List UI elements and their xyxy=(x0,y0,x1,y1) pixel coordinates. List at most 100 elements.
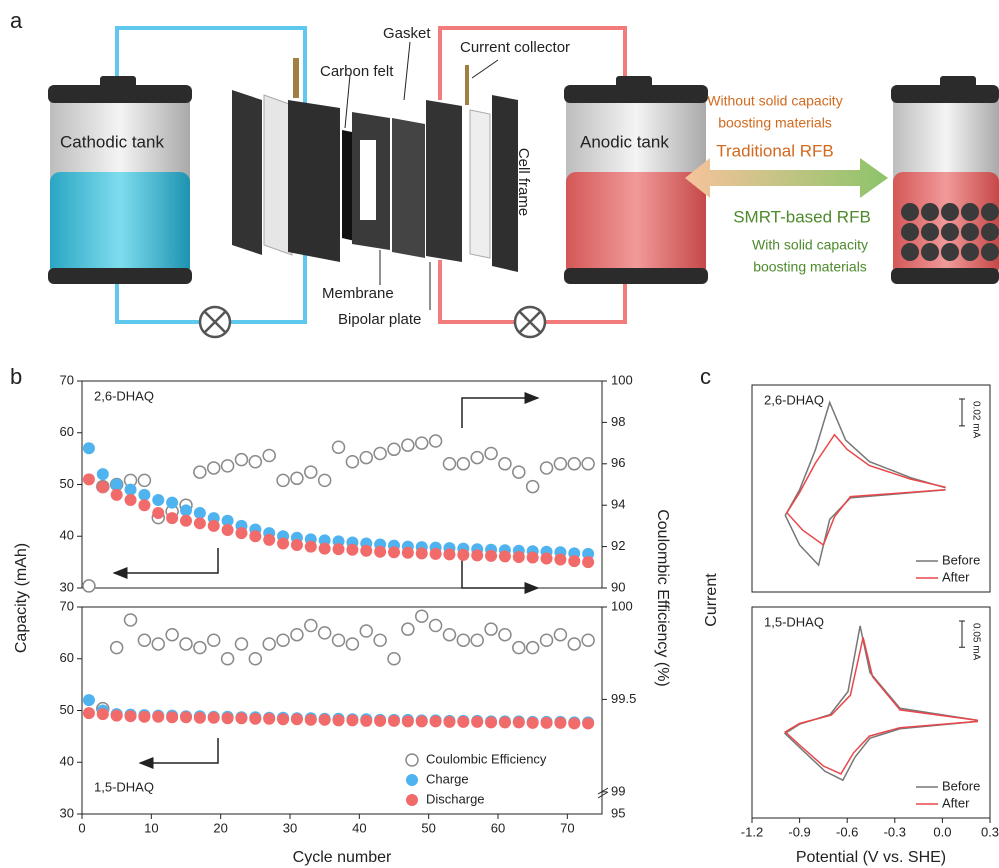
data-point xyxy=(527,642,539,654)
y2-tick-label: 96 xyxy=(611,455,625,470)
y-tick-label: 30 xyxy=(60,579,74,594)
panel-label: b xyxy=(10,364,22,389)
data-point xyxy=(554,554,566,566)
y2-tick-label: 92 xyxy=(611,538,625,553)
data-point xyxy=(346,544,358,556)
data-point xyxy=(360,545,372,557)
note: Traditional RFB xyxy=(716,141,833,160)
data-point xyxy=(582,634,594,646)
y-tick-label: 40 xyxy=(60,528,74,543)
legend-label: After xyxy=(942,795,970,810)
x-tick-label: 0.0 xyxy=(933,824,951,839)
data-point xyxy=(180,638,192,650)
x-axis-label: Potential (V vs. SHE) xyxy=(796,849,946,866)
y-tick-label: 70 xyxy=(60,598,74,613)
y2-tick-label: 98 xyxy=(611,414,625,429)
data-point xyxy=(402,439,414,451)
data-point xyxy=(152,507,164,519)
data-point xyxy=(568,458,580,470)
y2-tick-label: 100 xyxy=(611,372,633,387)
data-point xyxy=(430,548,442,560)
y2-break-label: 95 xyxy=(611,805,625,820)
data-point xyxy=(83,442,95,454)
data-point xyxy=(208,520,220,532)
data-point xyxy=(388,546,400,558)
data-point xyxy=(249,653,261,665)
data-point xyxy=(111,642,123,654)
x-tick-label: 0.3 xyxy=(981,824,999,839)
data-point xyxy=(430,715,442,727)
data-point xyxy=(485,716,497,728)
data-point xyxy=(208,634,220,646)
y2-tick-label: 99.5 xyxy=(611,691,636,706)
data-point xyxy=(83,707,95,719)
data-point xyxy=(443,629,455,641)
data-point xyxy=(374,634,386,646)
data-point xyxy=(235,712,247,724)
part-label: Membrane xyxy=(322,285,394,302)
data-point xyxy=(513,642,525,654)
data-point xyxy=(485,623,497,635)
part-label: Gasket xyxy=(383,25,431,42)
data-point xyxy=(471,716,483,728)
scale-label: 0.05 mA xyxy=(970,623,981,661)
data-point xyxy=(194,712,206,724)
data-point xyxy=(499,550,511,562)
y2-tick-label: 90 xyxy=(611,579,625,594)
data-point xyxy=(111,489,123,501)
data-point xyxy=(305,714,317,726)
data-point xyxy=(291,472,303,484)
x-tick-label: -0.6 xyxy=(836,824,858,839)
data-point xyxy=(416,610,428,622)
data-point xyxy=(582,556,594,568)
x-tick-label: 20 xyxy=(213,820,227,835)
data-point xyxy=(499,716,511,728)
y-axis-label: Current xyxy=(703,573,720,627)
data-point xyxy=(291,713,303,725)
legend-label: After xyxy=(942,569,970,584)
data-point xyxy=(499,629,511,641)
data-point xyxy=(346,456,358,468)
legend-label: Before xyxy=(942,552,980,567)
x-tick-label: 0 xyxy=(78,820,85,835)
data-point xyxy=(541,462,553,474)
data-point xyxy=(125,710,137,722)
panel-annotation: 2,6-DHAQ xyxy=(764,392,824,407)
data-point xyxy=(333,543,345,555)
panel-label: a xyxy=(10,8,23,33)
data-point xyxy=(180,504,192,516)
data-point xyxy=(83,694,95,706)
data-point xyxy=(471,634,483,646)
data-point xyxy=(305,466,317,478)
part-label: Carbon felt xyxy=(320,63,394,80)
part-label: Cell frame xyxy=(515,148,532,216)
panel-annotation: 2,6-DHAQ xyxy=(94,388,154,403)
data-point xyxy=(249,530,261,542)
data-point xyxy=(222,460,234,472)
data-point xyxy=(319,627,331,639)
data-point xyxy=(305,541,317,553)
data-point xyxy=(388,653,400,665)
anodic-tank xyxy=(564,76,708,284)
data-point xyxy=(235,527,247,539)
data-point xyxy=(582,717,594,729)
y-tick-label: 50 xyxy=(60,702,74,717)
x-tick-label: -0.3 xyxy=(884,824,906,839)
data-point xyxy=(360,715,372,727)
data-point xyxy=(485,447,497,459)
x-tick-label: -1.2 xyxy=(741,824,763,839)
data-point xyxy=(374,715,386,727)
data-point xyxy=(291,629,303,641)
data-point xyxy=(360,452,372,464)
note: Without solid capacity xyxy=(707,93,842,109)
data-point xyxy=(513,716,525,728)
data-point xyxy=(457,634,469,646)
y-tick-label: 50 xyxy=(60,476,74,491)
data-point xyxy=(513,551,525,563)
data-point xyxy=(125,494,137,506)
data-point xyxy=(582,458,594,470)
data-point xyxy=(222,653,234,665)
cv-curve xyxy=(787,435,946,545)
axis-break xyxy=(598,788,608,798)
data-point xyxy=(402,715,414,727)
